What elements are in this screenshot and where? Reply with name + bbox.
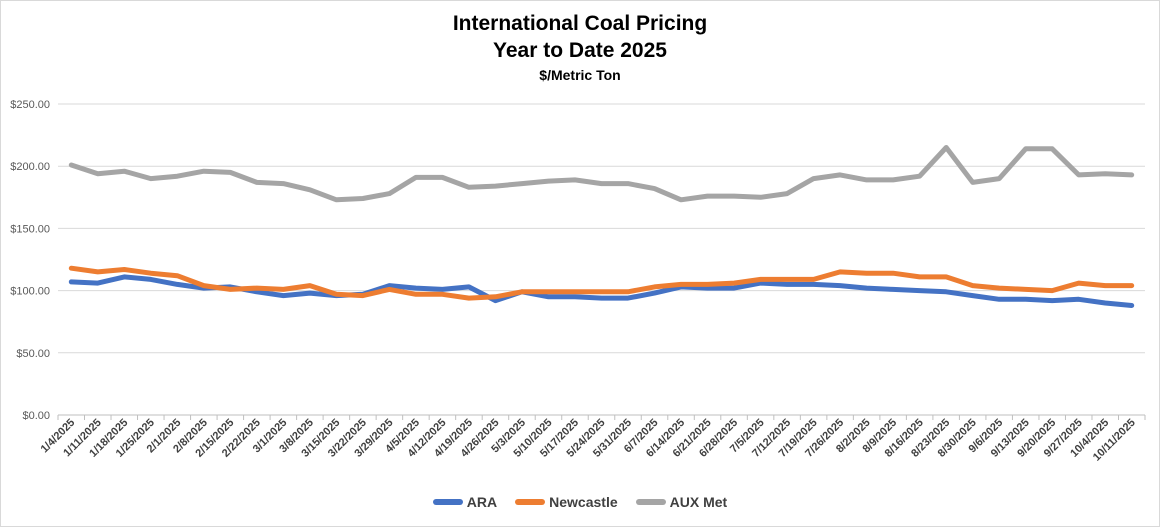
- legend-swatch-ara: [432, 499, 463, 505]
- y-tick-label: $100.00: [10, 286, 50, 298]
- legend-label-aux-met: AUX Met: [669, 494, 728, 510]
- legend-item-ara: ARA: [432, 494, 498, 510]
- chart-title-block: International Coal Pricing Year to Date …: [0, 10, 1160, 86]
- legend-item-newcastle: Newcastle: [515, 494, 618, 510]
- legend: ARA Newcastle AUX Met: [0, 494, 1160, 510]
- legend-label-ara: ARA: [466, 494, 498, 510]
- legend-swatch-aux-met: [635, 499, 666, 505]
- chart-title: International Coal Pricing: [452, 12, 708, 35]
- y-tick-label: $150.00: [10, 223, 50, 235]
- series-line-aux-met: [68, 145, 1135, 203]
- chart-units: $/Metric Ton: [539, 67, 621, 83]
- legend-item-aux-met: AUX Met: [635, 494, 728, 510]
- chart-subtitle: Year to Date 2025: [493, 39, 667, 62]
- y-tick-label: $50.00: [16, 348, 50, 360]
- series-line-newcastle: [68, 265, 1135, 301]
- y-tick-label: $200.00: [10, 161, 50, 173]
- legend-label-newcastle: Newcastle: [549, 494, 618, 510]
- y-tick-label: $0.00: [22, 410, 50, 422]
- legend-swatch-newcastle: [515, 499, 546, 505]
- y-tick-label: $250.00: [10, 99, 50, 111]
